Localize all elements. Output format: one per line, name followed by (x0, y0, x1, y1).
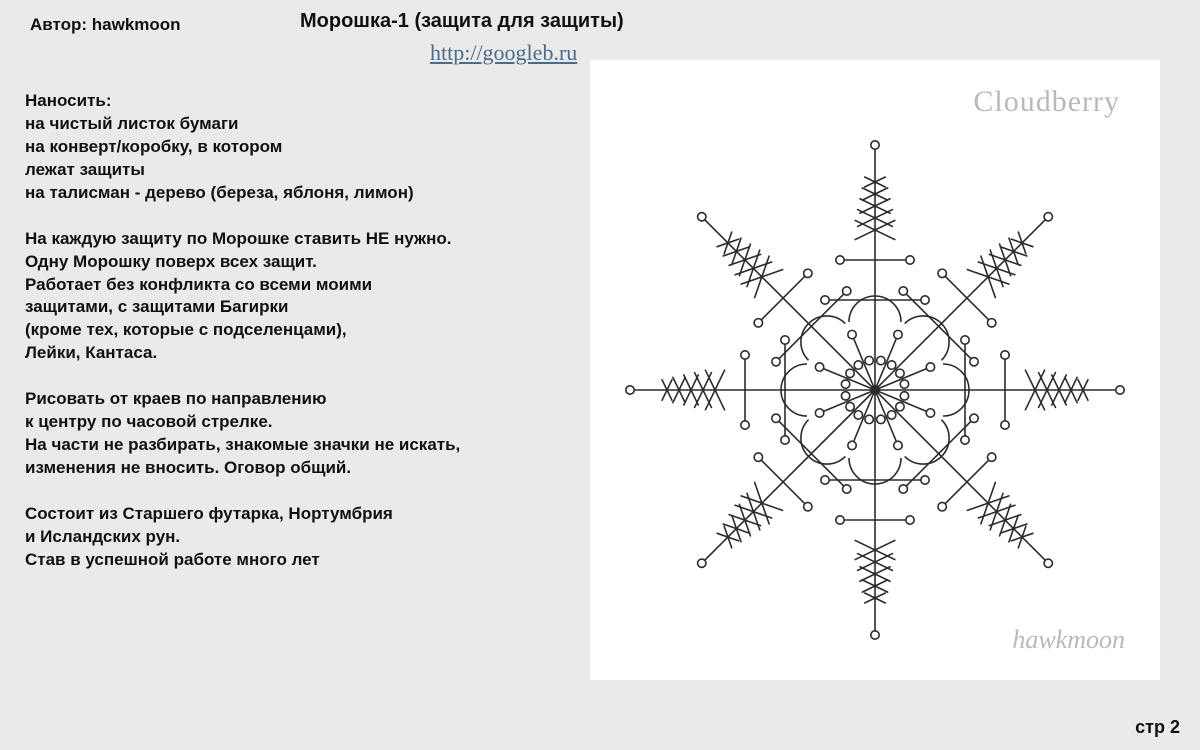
page-number: стр 2 (1135, 717, 1180, 738)
body-text: Наносить: на чистый листок бумаги на кон… (25, 90, 545, 572)
page-title: Морошка-1 (защита для защиты) (300, 10, 624, 33)
rune-diagram: Cloudberry hawkmoon (590, 60, 1160, 680)
source-url[interactable]: http://googleb.ru (430, 40, 577, 66)
author-label: Автор: hawkmoon (30, 15, 181, 35)
snowflake-icon (590, 60, 1160, 680)
